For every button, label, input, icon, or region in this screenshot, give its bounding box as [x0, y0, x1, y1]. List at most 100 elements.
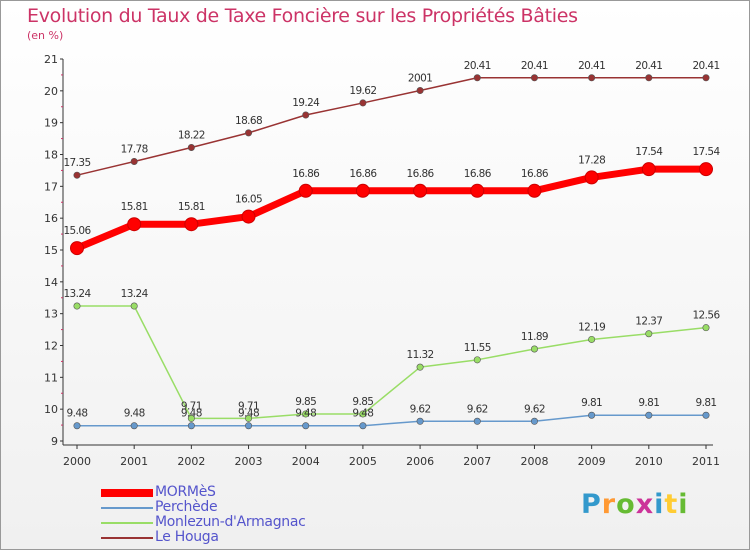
series-point-2 — [473, 356, 481, 364]
data-label: 9.71 — [238, 400, 259, 412]
legend: MORMèS Perchède Monlezun-d'Armagnac Le H… — [101, 485, 306, 545]
data-label: 9.48 — [181, 408, 202, 420]
series-point-0 — [699, 162, 713, 177]
series-point-3 — [530, 74, 538, 82]
series-point-3 — [588, 74, 596, 82]
y-tick-label: 18 — [44, 149, 58, 162]
data-label: 12.37 — [635, 316, 662, 328]
x-tick-label: 2002 — [177, 455, 205, 468]
y-tick-label: 19 — [44, 117, 58, 130]
series-point-2 — [130, 302, 138, 310]
data-label: 15.06 — [63, 225, 91, 237]
data-label: 13.24 — [121, 288, 149, 300]
data-label: 9.85 — [352, 396, 373, 408]
data-label: 16.86 — [521, 168, 549, 180]
series-point-1 — [588, 411, 596, 419]
data-label: 9.81 — [696, 397, 717, 409]
x-tick-label: 2007 — [463, 455, 491, 468]
data-label: 17.54 — [635, 146, 663, 158]
x-tick-label: 2008 — [520, 455, 548, 468]
data-label: 11.32 — [407, 349, 434, 361]
data-label: 9.71 — [181, 400, 202, 412]
series-point-2 — [73, 302, 81, 310]
y-tick-label: 13 — [44, 308, 58, 321]
legend-swatch-le-houga — [101, 536, 153, 539]
data-label: 18.68 — [235, 115, 262, 127]
data-label: 9.62 — [524, 403, 545, 415]
data-label: 2001 — [408, 73, 432, 85]
series-line-2 — [77, 305, 707, 420]
series-line-0 — [75, 165, 706, 252]
series-point-1 — [245, 422, 253, 430]
data-label: 20.41 — [578, 60, 605, 72]
series-point-2 — [245, 414, 253, 422]
series-point-0 — [298, 183, 313, 198]
data-label: 17.54 — [692, 146, 720, 158]
series-point-1 — [130, 422, 138, 430]
data-label: 15.81 — [178, 201, 205, 213]
y-tick-label: 21 — [44, 53, 58, 66]
series-point-1 — [302, 422, 310, 430]
series-point-3 — [187, 143, 195, 151]
series-point-2 — [359, 410, 367, 418]
legend-item-le-houga: Le Houga — [101, 530, 306, 545]
series-point-1 — [473, 417, 481, 425]
series-point-0 — [184, 217, 199, 232]
data-label: 18.22 — [178, 129, 205, 141]
data-label: 9.48 — [352, 408, 373, 420]
legend-swatch-monlezun — [101, 521, 153, 524]
y-tick-label: 12 — [44, 340, 58, 353]
data-label: 16.86 — [292, 168, 320, 180]
series-point-0 — [413, 183, 428, 198]
data-label: 17.78 — [121, 144, 148, 156]
y-tick-label: 16 — [44, 212, 58, 225]
series-point-3 — [302, 111, 310, 119]
series-point-2 — [588, 335, 596, 343]
series-point-1 — [359, 422, 367, 430]
data-label: 9.48 — [295, 408, 316, 420]
data-label: 17.35 — [63, 157, 90, 169]
chart-title: Evolution du Taux de Taxe Foncière sur l… — [27, 5, 578, 27]
series-line-3 — [76, 77, 706, 176]
x-tick-label: 2003 — [235, 455, 263, 468]
y-tick-label: 20 — [44, 85, 58, 98]
legend-label-mormes: MORMèS — [155, 484, 216, 500]
series-point-0 — [241, 209, 256, 224]
series-point-2 — [187, 414, 195, 422]
x-tick-label: 2001 — [120, 455, 148, 468]
series-point-2 — [416, 363, 424, 371]
legend-item-perchede: Perchède — [101, 500, 306, 515]
legend-label-le-houga: Le Houga — [155, 529, 219, 545]
series-point-0 — [470, 183, 485, 198]
series-point-1 — [187, 422, 195, 430]
series-point-3 — [473, 74, 481, 82]
series-point-3 — [645, 74, 653, 82]
x-tick-label: 2011 — [692, 455, 720, 468]
data-label: 12.19 — [578, 321, 605, 333]
x-tick-label: 2009 — [578, 455, 606, 468]
legend-swatch-perchede — [101, 506, 153, 509]
chart-subtitle: (en %) — [27, 29, 64, 42]
series-point-0 — [584, 170, 599, 185]
data-label: 11.89 — [521, 331, 548, 343]
data-label: 12.56 — [692, 310, 720, 322]
series-point-3 — [130, 158, 138, 166]
data-label: 9.85 — [295, 396, 316, 408]
series-point-2 — [702, 324, 710, 332]
legend-item-monlezun: Monlezun-d'Armagnac — [101, 515, 306, 530]
proxiti-logo: Proxiti — [581, 489, 689, 520]
series-point-1 — [530, 417, 538, 425]
legend-label-perchede: Perchède — [155, 499, 218, 515]
data-label: 9.48 — [67, 408, 88, 420]
series-point-3 — [359, 99, 367, 107]
data-label: 19.62 — [349, 85, 376, 97]
data-label: 9.62 — [467, 403, 488, 415]
y-tick-label: 17 — [44, 180, 58, 193]
data-label: 15.81 — [121, 201, 148, 213]
series-point-0 — [70, 241, 84, 256]
series-point-0 — [641, 162, 656, 177]
data-label: 16.86 — [464, 168, 492, 180]
series-point-1 — [416, 417, 424, 425]
series-point-3 — [245, 129, 253, 137]
